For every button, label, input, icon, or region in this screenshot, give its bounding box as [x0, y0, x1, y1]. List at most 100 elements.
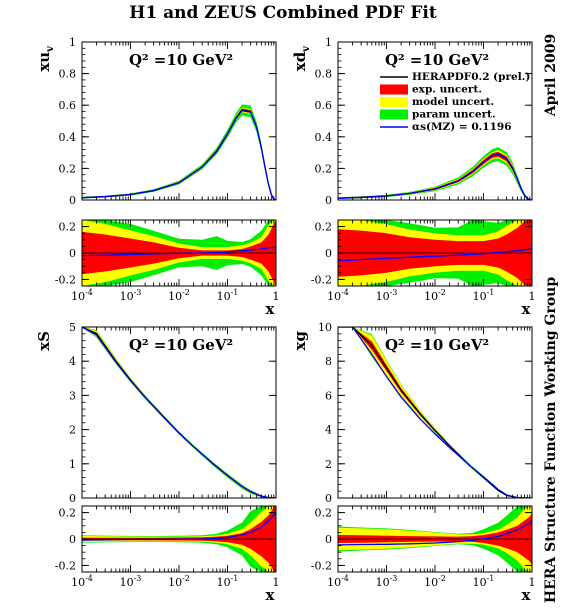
y-tick-label: 0.8 — [59, 68, 77, 81]
x-tick-label: 10-3 — [376, 574, 398, 589]
x-tick-label: 1 — [529, 576, 536, 589]
x-tick-label: 10-2 — [424, 574, 446, 589]
series-central — [82, 109, 276, 200]
plot-area — [338, 506, 532, 572]
y-tick-label: 2 — [325, 458, 332, 471]
y-tick-label: 0.2 — [59, 507, 77, 520]
plot-area — [82, 327, 276, 498]
x-tick-label: 1 — [529, 290, 536, 303]
y-tick-label: -0.2 — [311, 273, 332, 286]
y-tick-label: 0.6 — [59, 99, 77, 112]
series-alphas — [82, 327, 276, 498]
series-alphas — [82, 246, 276, 257]
y-tick-label: 5 — [69, 321, 76, 334]
q2-annotation: Q² =10 GeV² — [385, 51, 489, 69]
y-tick-label: 10 — [318, 321, 332, 334]
y-tick-label: 0.4 — [315, 131, 333, 144]
y-tick-label: 0 — [325, 533, 332, 546]
x-tick-label: 1 — [273, 290, 280, 303]
plot-area — [82, 220, 276, 286]
q2-annotation: Q² =10 GeV² — [129, 51, 233, 69]
band-exp — [338, 327, 532, 498]
panel-xuv-ratio: -0.2 0 0.2 10-4 10-3 10-2 10-1 1x — [55, 219, 280, 318]
series-alphas — [338, 153, 532, 200]
y-tick-label: 3 — [69, 389, 76, 402]
y-tick-label: 1 — [325, 36, 332, 49]
y-tick-label: 0 — [69, 194, 76, 207]
legend-swatch-exp — [380, 84, 408, 95]
series-alphas — [338, 247, 532, 262]
band-exp — [82, 108, 276, 200]
y-tick-label: 8 — [325, 355, 332, 368]
series-alphas — [82, 512, 276, 541]
x-tick-label: 10-1 — [473, 574, 495, 589]
y-tick-label: 6 — [325, 389, 332, 402]
panel-xS: 0 1 2 3 4 5 xS Q² =10 GeV² — [35, 321, 277, 505]
y-tick-label: 0 — [325, 247, 332, 260]
x-tick-label: 10-2 — [424, 288, 446, 303]
plot-area — [82, 104, 276, 200]
y-axis-label: xuv — [35, 45, 56, 72]
side-label-group: HERA Structure Function Working Group — [543, 277, 559, 603]
legend-swatch-model — [380, 97, 408, 107]
x-axis-label: x — [522, 586, 532, 604]
panels-group: 0 0.2 0.4 0.6 0.8 1 xuv Q² =10 GeV² -0.2 0 0.2 10-4… — [35, 36, 536, 604]
band-param — [82, 104, 276, 200]
x-tick-label: 10-2 — [168, 288, 190, 303]
y-tick-label: 0 — [325, 492, 332, 505]
panel-xuv: 0 0.2 0.4 0.6 0.8 1 xuv Q² =10 GeV² — [35, 36, 277, 207]
band-param — [82, 327, 276, 498]
x-tick-label: 10-1 — [217, 288, 239, 303]
series-alphas — [338, 327, 532, 498]
y-tick-label: 2 — [69, 424, 76, 437]
plot-area — [338, 147, 532, 200]
q2-annotation: Q² =10 GeV² — [385, 336, 489, 354]
x-tick-label: 10-4 — [327, 574, 349, 589]
y-tick-label: 0.2 — [315, 162, 333, 175]
y-axis-label: xS — [35, 331, 53, 351]
y-axis-label: xg — [291, 330, 309, 350]
band-exp — [338, 151, 532, 200]
y-tick-label: 1 — [69, 458, 76, 471]
legend-swatch-param — [380, 109, 408, 120]
q2-annotation: Q² =10 GeV² — [129, 336, 233, 354]
x-tick-label: 1 — [273, 576, 280, 589]
x-axis-label: x — [266, 586, 276, 604]
x-tick-label: 10-4 — [71, 574, 93, 589]
x-tick-label: 10-3 — [120, 288, 142, 303]
series-alphas — [338, 520, 532, 546]
x-tick-label: 10-3 — [376, 288, 398, 303]
panel-xdv: 0 0.2 0.4 0.6 0.8 1 xdv Q² =10 GeV² HERAPDF0.2 (… — [291, 36, 533, 207]
panel-xS-ratio: -0.2 0 0.2 10-4 10-3 10-2 10-1 1x — [55, 505, 280, 604]
y-tick-label: 0.2 — [59, 221, 77, 234]
legend: HERAPDF0.2 (prel.)exp. uncert.model unce… — [380, 71, 530, 133]
panel-xdv-ratio: -0.2 0 0.2 10-4 10-3 10-2 10-1 1x — [311, 219, 536, 318]
y-tick-label: 0.4 — [59, 131, 77, 144]
panel-xg-ratio: -0.2 0 0.2 10-4 10-3 10-2 10-1 1x — [311, 505, 536, 604]
band-model — [82, 107, 276, 200]
x-tick-label: 10-4 — [71, 288, 93, 303]
legend-label-alphas: αs(MZ) = 0.1196 — [412, 121, 512, 133]
plot-area — [338, 220, 532, 286]
y-tick-label: 0 — [69, 492, 76, 505]
y-tick-label: 0 — [325, 194, 332, 207]
legend-label-exp: exp. uncert. — [412, 84, 482, 96]
panel-xg: 0 2 4 6 8 10 xg Q² =10 GeV² — [291, 321, 533, 505]
y-tick-label: 0.2 — [315, 221, 333, 234]
x-axis-label: x — [522, 300, 532, 318]
legend-label-param: param uncert. — [412, 109, 496, 121]
figure-title: H1 and ZEUS Combined PDF Fit — [129, 3, 437, 23]
x-tick-label: 10-1 — [473, 288, 495, 303]
x-tick-label: 10-4 — [327, 288, 349, 303]
plot-area — [338, 327, 532, 498]
legend-label-model: model uncert. — [412, 96, 494, 108]
y-tick-label: 4 — [325, 424, 332, 437]
x-axis-label: x — [266, 300, 276, 318]
side-label-date: April 2009 — [543, 34, 559, 118]
x-tick-label: 10-1 — [217, 574, 239, 589]
y-tick-label: 4 — [69, 355, 76, 368]
x-tick-label: 10-2 — [168, 574, 190, 589]
y-tick-label: 0.8 — [315, 68, 333, 81]
y-tick-label: -0.2 — [311, 559, 332, 572]
